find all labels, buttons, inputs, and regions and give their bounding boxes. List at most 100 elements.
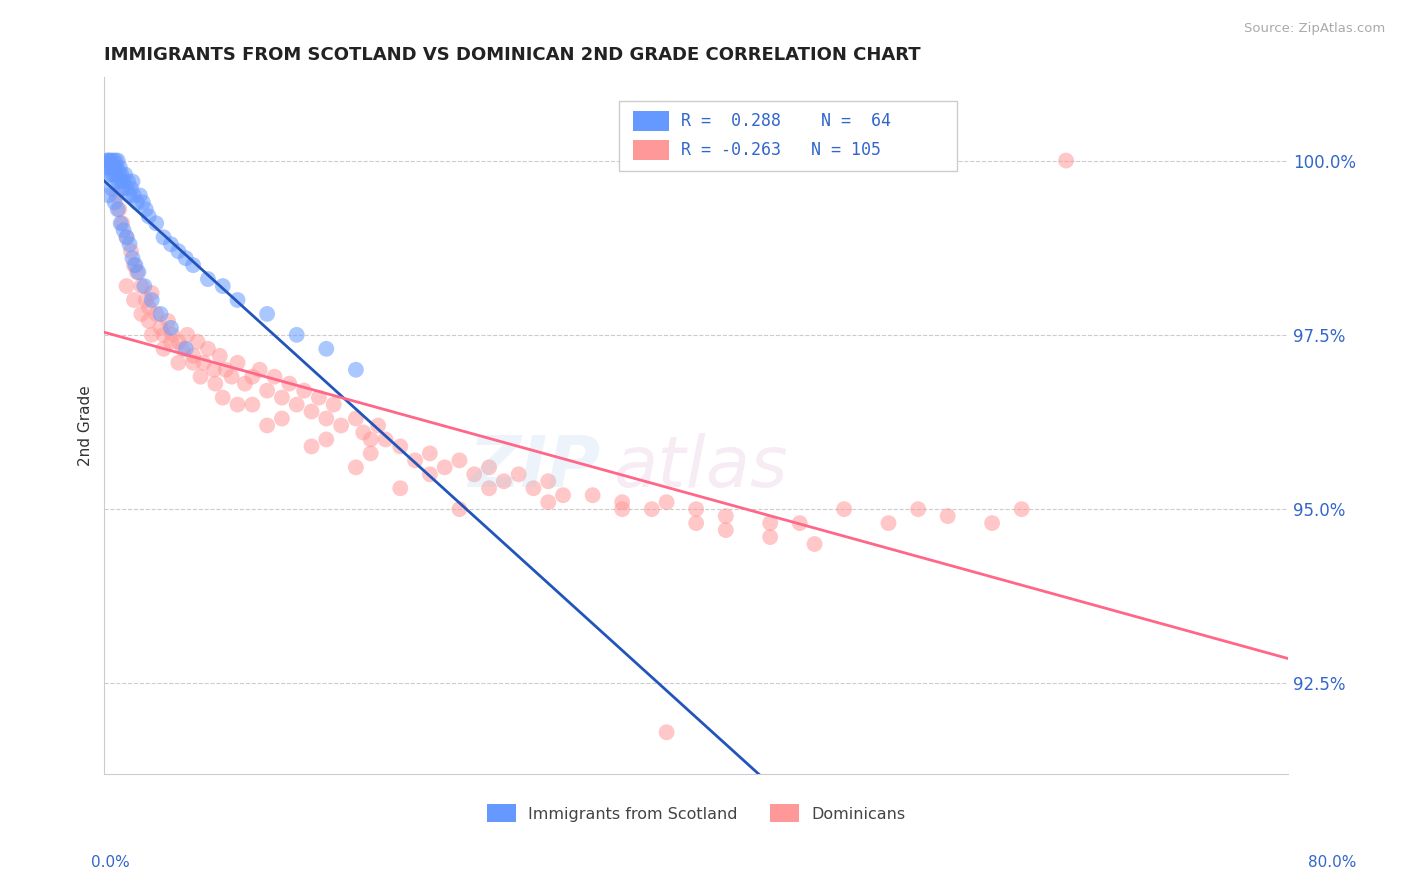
Point xyxy=(118,188,141,202)
Point xyxy=(374,433,396,447)
Point xyxy=(271,411,294,425)
Point xyxy=(419,467,441,482)
Point xyxy=(537,495,560,509)
Point xyxy=(315,342,337,356)
Point xyxy=(107,202,129,217)
Point xyxy=(160,237,183,252)
Point xyxy=(110,174,132,188)
Point xyxy=(174,251,197,265)
Point xyxy=(145,307,167,321)
Point xyxy=(96,153,118,168)
Point xyxy=(108,161,131,175)
Point xyxy=(308,391,330,405)
Point xyxy=(152,342,174,356)
Point xyxy=(128,188,150,202)
Point xyxy=(149,307,172,321)
Point xyxy=(101,181,124,195)
Point xyxy=(981,516,1004,530)
Point xyxy=(103,168,125,182)
Point xyxy=(197,342,219,356)
Point xyxy=(122,293,145,307)
Point xyxy=(115,230,138,244)
Point xyxy=(115,230,138,244)
Point xyxy=(449,502,471,516)
Point xyxy=(135,293,157,307)
Text: Source: ZipAtlas.com: Source: ZipAtlas.com xyxy=(1244,22,1385,36)
Point xyxy=(105,168,128,182)
Point xyxy=(167,334,190,349)
Point xyxy=(389,439,412,453)
Point xyxy=(641,502,664,516)
Point xyxy=(204,376,226,391)
Point xyxy=(581,488,603,502)
Point xyxy=(152,230,174,244)
Point xyxy=(685,516,707,530)
Point xyxy=(367,418,389,433)
Point xyxy=(141,293,163,307)
Point xyxy=(256,307,278,321)
Point xyxy=(315,411,337,425)
Point xyxy=(131,279,153,293)
Point xyxy=(135,202,157,217)
Point xyxy=(226,293,249,307)
Point xyxy=(104,153,127,168)
Point xyxy=(714,509,737,524)
Point xyxy=(122,188,145,202)
Point xyxy=(125,195,148,210)
Point xyxy=(256,418,278,433)
Point xyxy=(1054,153,1077,168)
Point xyxy=(221,369,243,384)
Text: atlas: atlas xyxy=(613,433,787,502)
Point xyxy=(211,391,233,405)
Point xyxy=(278,376,301,391)
Point xyxy=(190,369,212,384)
Point xyxy=(107,174,129,188)
Point xyxy=(100,153,122,168)
Point xyxy=(162,327,184,342)
Point xyxy=(121,174,143,188)
Point xyxy=(160,321,183,335)
Point xyxy=(138,314,160,328)
Point xyxy=(120,181,142,195)
Point xyxy=(344,460,367,475)
Point xyxy=(449,453,471,467)
Point xyxy=(104,195,127,210)
Point xyxy=(612,502,634,516)
Point xyxy=(404,453,426,467)
Point xyxy=(315,433,337,447)
Point xyxy=(612,495,634,509)
Point xyxy=(208,349,231,363)
Point xyxy=(124,258,146,272)
Point xyxy=(112,174,135,188)
Point xyxy=(256,384,278,398)
Point xyxy=(522,481,544,495)
Point xyxy=(197,272,219,286)
Text: 0.0%: 0.0% xyxy=(91,855,131,870)
Point xyxy=(111,181,134,195)
Point xyxy=(759,530,782,544)
Point xyxy=(156,314,179,328)
Point xyxy=(118,237,141,252)
Point xyxy=(433,460,456,475)
Point xyxy=(360,446,382,460)
Point xyxy=(167,356,190,370)
Point xyxy=(478,460,501,475)
Point xyxy=(141,327,163,342)
Point xyxy=(360,433,382,447)
Text: IMMIGRANTS FROM SCOTLAND VS DOMINICAN 2ND GRADE CORRELATION CHART: IMMIGRANTS FROM SCOTLAND VS DOMINICAN 2N… xyxy=(104,46,921,64)
Point xyxy=(125,265,148,279)
Point xyxy=(145,216,167,230)
Bar xyxy=(634,111,669,130)
Point xyxy=(115,181,138,195)
Point xyxy=(138,300,160,314)
Point xyxy=(107,153,129,168)
FancyBboxPatch shape xyxy=(619,102,956,171)
Point xyxy=(134,279,156,293)
Point xyxy=(103,153,125,168)
Point xyxy=(322,398,344,412)
Point xyxy=(344,362,367,376)
Point xyxy=(181,356,204,370)
Point xyxy=(478,481,501,495)
Text: 80.0%: 80.0% xyxy=(1309,855,1357,870)
Point xyxy=(174,342,197,356)
